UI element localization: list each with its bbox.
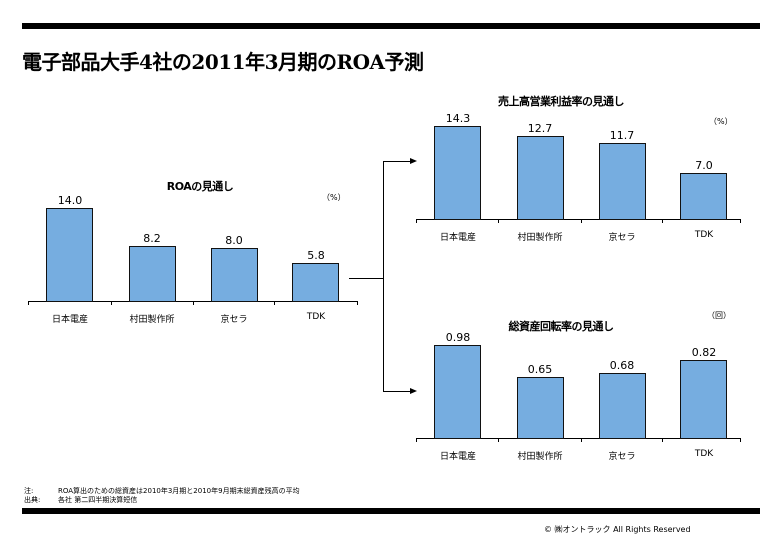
category-label: 村田製作所 xyxy=(129,315,175,325)
category-label: 日本電産 xyxy=(51,315,89,325)
top-rule xyxy=(22,23,760,29)
copyright: © ㈱オントラック All Rights Reserved xyxy=(544,525,691,534)
axis-tick xyxy=(498,438,499,442)
value-label: 8.2 xyxy=(143,232,161,245)
arrow-right-icon xyxy=(410,158,417,164)
category-label: 日本電産 xyxy=(439,233,477,243)
value-label: 5.8 xyxy=(307,249,325,262)
chart-title: 売上高営業利益率の見通し xyxy=(498,95,625,108)
source-label: 出典: xyxy=(24,496,41,504)
axis-tick xyxy=(581,219,582,223)
bar-nidec xyxy=(434,126,481,220)
axis-tick xyxy=(581,438,582,442)
bar-murata xyxy=(517,136,564,220)
category-label: 日本電産 xyxy=(439,452,477,462)
bar-nidec xyxy=(434,345,481,439)
category-label: TDK xyxy=(694,230,714,240)
axis-tick xyxy=(416,219,417,223)
chart-title: 総資産回転率の見通し xyxy=(508,320,615,333)
page-title: 電子部品大手4社の2011年3月期のROA予測 xyxy=(22,50,424,74)
bottom-rule xyxy=(22,508,760,514)
category-label: 京セラ xyxy=(608,452,636,462)
value-label: 7.0 xyxy=(695,159,713,172)
category-label: 村田製作所 xyxy=(517,233,563,243)
connector-horizontal xyxy=(349,278,384,279)
category-label: 京セラ xyxy=(220,315,248,325)
axis-tick xyxy=(740,438,741,442)
arrow-line-bottom xyxy=(383,391,411,392)
axis-tick xyxy=(28,301,29,305)
axis-tick xyxy=(111,301,112,305)
value-label: 0.98 xyxy=(445,331,471,344)
value-label: 12.7 xyxy=(527,122,553,135)
arrow-line-top xyxy=(383,161,411,162)
arrow-right-icon xyxy=(410,388,417,394)
axis-tick xyxy=(193,301,194,305)
note-label: 注: xyxy=(24,487,34,495)
unit-label: （%） xyxy=(322,193,346,202)
axis-tick xyxy=(662,219,663,223)
category-label: 京セラ xyxy=(608,233,636,243)
bar-kyocera xyxy=(211,248,258,302)
value-label: 8.0 xyxy=(225,234,243,247)
category-label: TDK xyxy=(694,449,714,459)
axis-tick xyxy=(740,219,741,223)
value-label: 14.0 xyxy=(57,194,83,207)
value-label: 11.7 xyxy=(609,129,635,142)
value-label: 14.3 xyxy=(445,112,471,125)
value-label: 0.82 xyxy=(691,346,717,359)
bar-kyocera xyxy=(599,373,646,439)
bar-tdk xyxy=(680,360,727,439)
unit-label: （回） xyxy=(707,311,731,320)
category-label: 村田製作所 xyxy=(517,452,563,462)
chart-title: ROAの見通し xyxy=(166,180,234,193)
value-label: 0.65 xyxy=(527,363,553,376)
category-label: TDK xyxy=(306,312,326,322)
unit-label: （%） xyxy=(709,117,733,126)
bar-murata xyxy=(517,377,564,439)
note-text: ROA算出のための総資産は2010年3月期と2010年9月期末総資産残高の平均 xyxy=(58,487,300,495)
connector-vertical xyxy=(383,161,384,392)
value-label: 0.68 xyxy=(609,359,635,372)
axis-tick xyxy=(357,301,358,305)
source-text: 各社 第二四半期決算短信 xyxy=(58,496,138,504)
bar-kyocera xyxy=(599,143,646,220)
bar-tdk xyxy=(680,173,727,220)
axis-tick xyxy=(416,438,417,442)
axis-tick xyxy=(498,219,499,223)
axis-tick xyxy=(274,301,275,305)
bar-tdk xyxy=(292,263,339,302)
x-axis xyxy=(416,438,741,439)
axis-tick xyxy=(662,438,663,442)
bar-nidec xyxy=(46,208,93,302)
x-axis xyxy=(416,219,741,220)
bar-murata xyxy=(129,246,176,302)
